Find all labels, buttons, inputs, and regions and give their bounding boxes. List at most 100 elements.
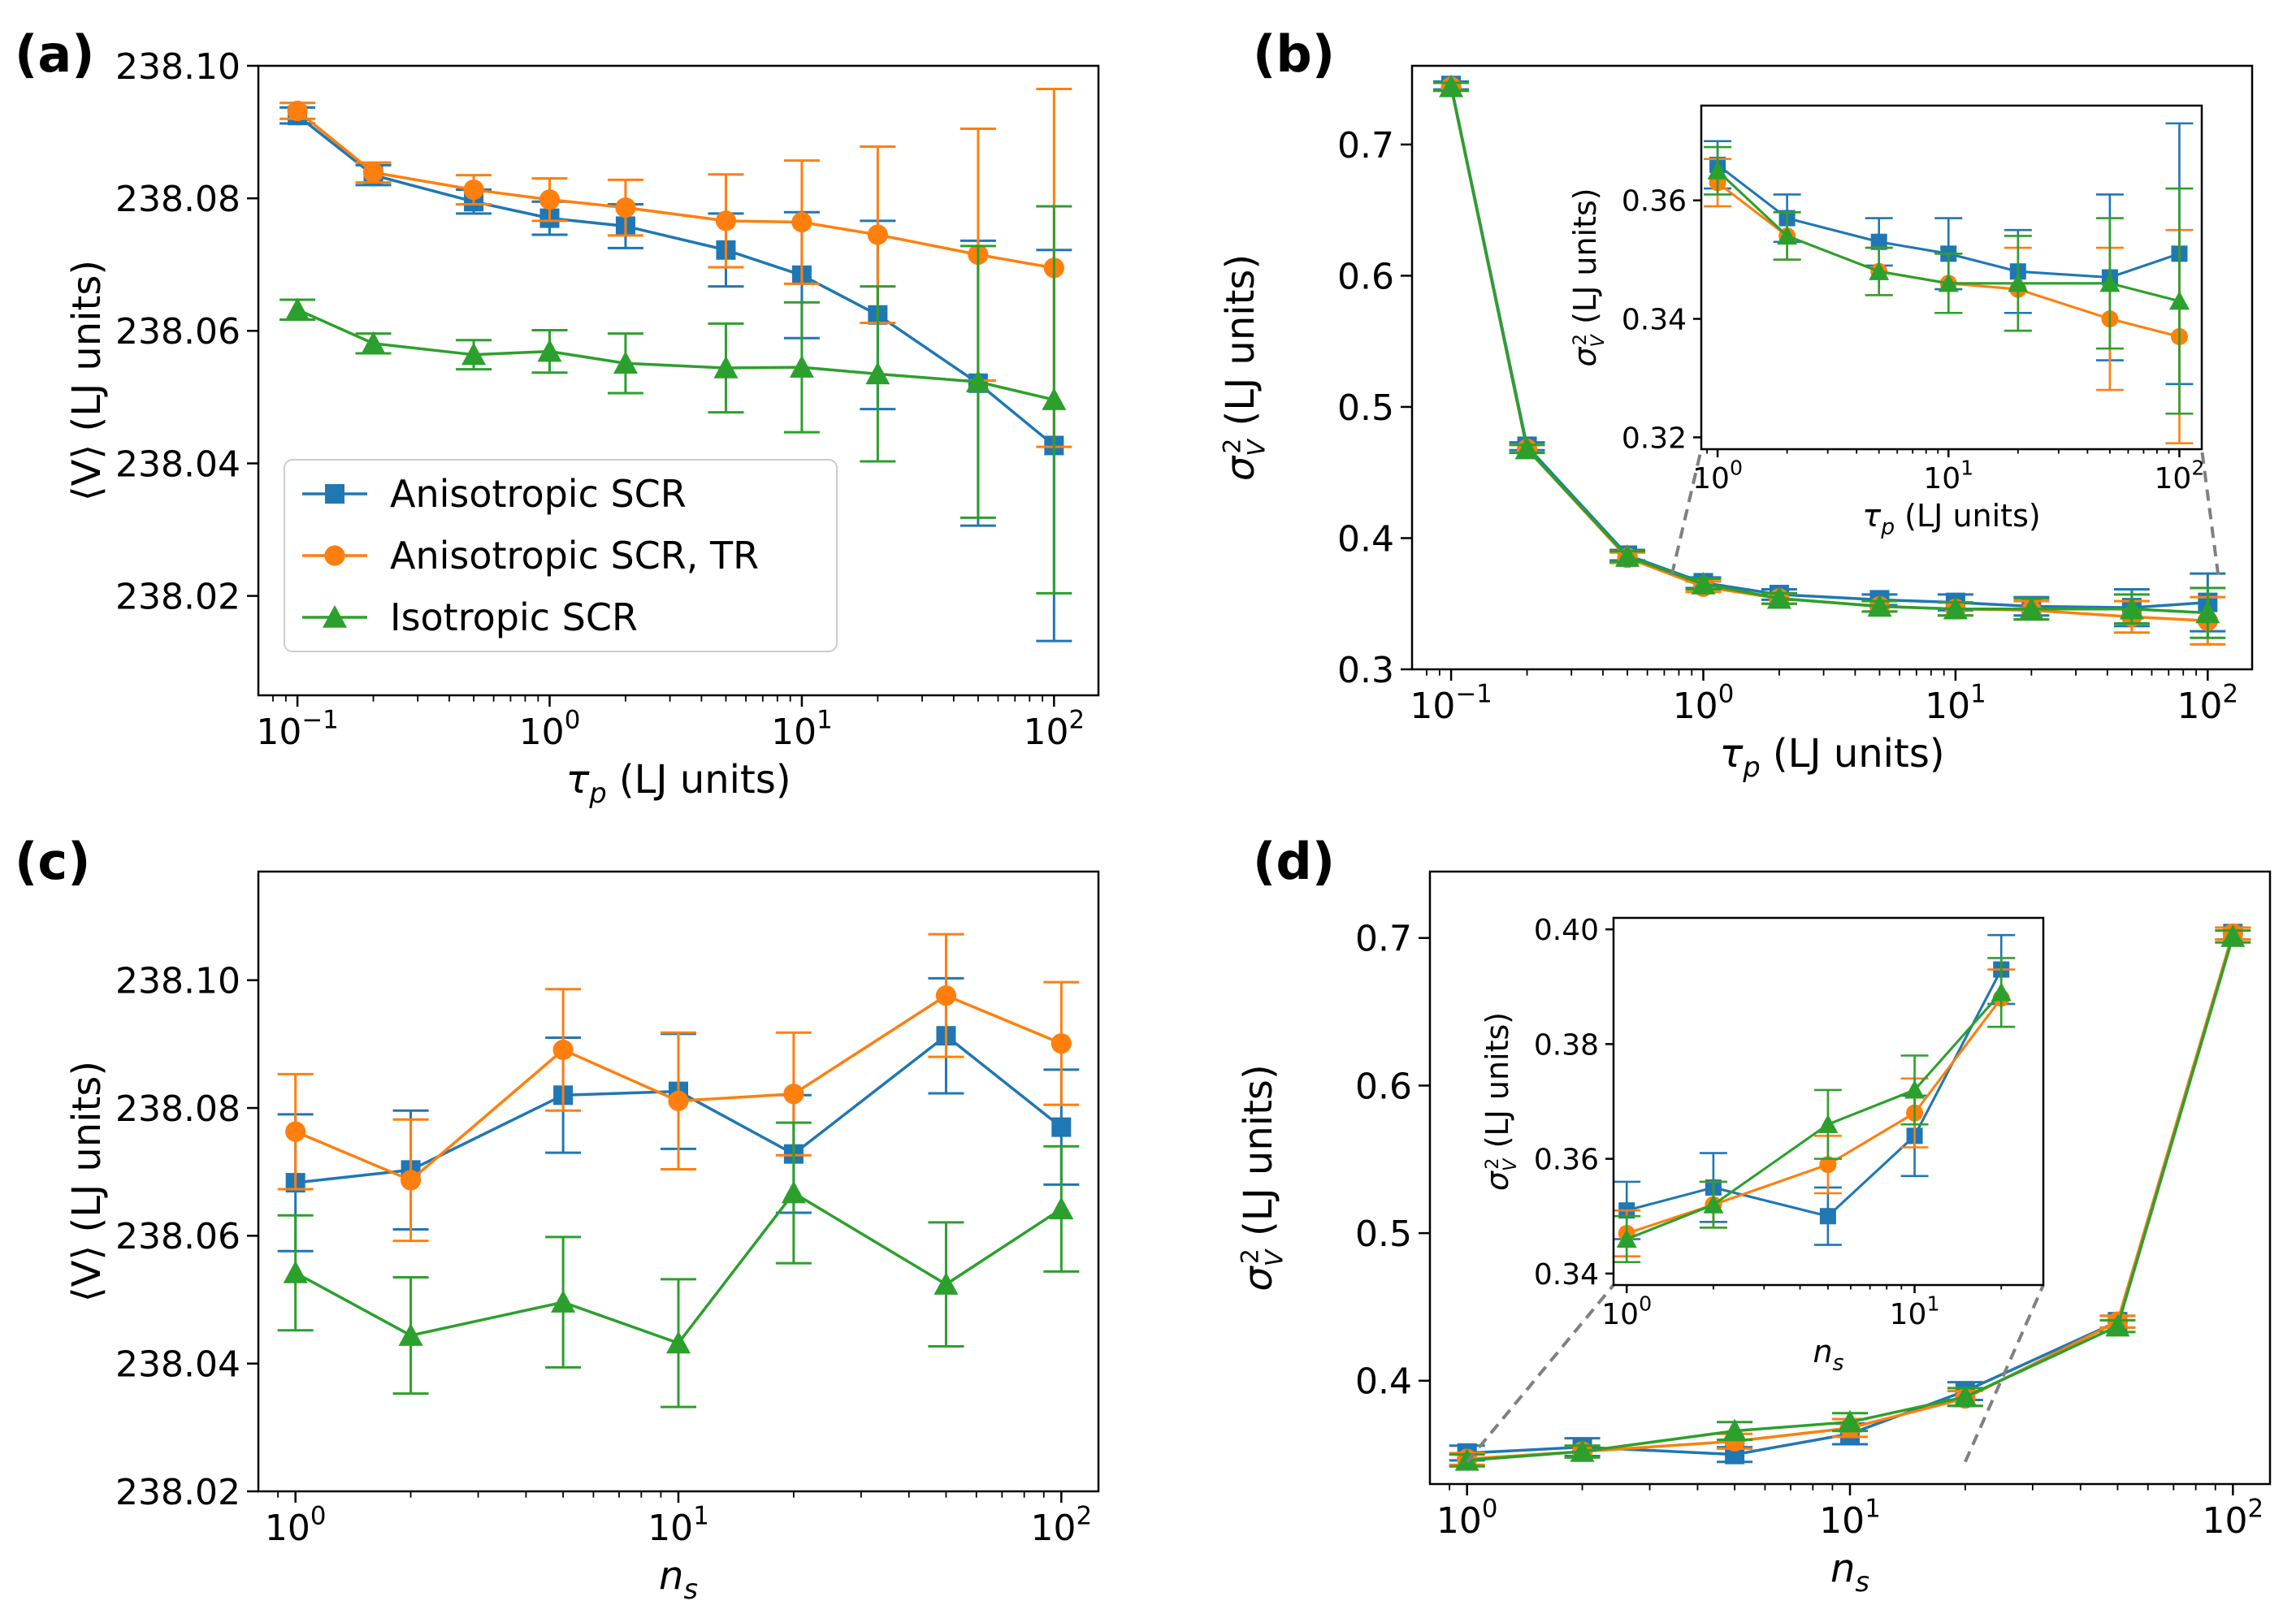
x-tick-label: 100 (1692, 457, 1743, 495)
inset-guide-left (1466, 1283, 1615, 1464)
data-point-triangle (1722, 1418, 1748, 1442)
x-tick-base: 10 (256, 712, 301, 753)
y-tick-label: 0.5 (1337, 387, 1394, 429)
y-label-superscript: 2 (1237, 1248, 1265, 1264)
data-point-triangle (666, 1331, 691, 1354)
x-label-subscript: s (1833, 1351, 1844, 1376)
y-label-units: (LJ units) (1236, 1064, 1281, 1248)
y-axis-label: σV2 (LJ units) (1479, 1012, 1521, 1191)
y-tick-label: 0.36 (1534, 1144, 1599, 1177)
data-point-circle (400, 1170, 422, 1191)
data-point-triangle (1042, 387, 1067, 410)
legend-box (284, 459, 838, 652)
x-tick-base: 10 (1410, 686, 1455, 727)
y-tick-label: 0.32 (1622, 422, 1687, 455)
x-tick-label: 100 (265, 1501, 327, 1549)
panel-a: (a)10−1 100 101 102238.02238.04238.06238.08… (15, 24, 1100, 809)
y-label-symbol: σ (1479, 1170, 1515, 1191)
x-tick-base: 10 (519, 712, 565, 753)
data-point-triangle (1867, 594, 1892, 617)
x-tick-base: 10 (1601, 1298, 1639, 1331)
y-tick-label: 0.7 (1337, 125, 1394, 167)
data-point-triangle (2220, 924, 2246, 947)
x-tick-exponent: 0 (565, 705, 581, 734)
legend: Anisotropic SCR Anisotropic SCR, TR Isotro… (284, 459, 838, 652)
data-point-triangle (965, 370, 990, 392)
x-tick-label: 102 (1031, 1501, 1093, 1549)
panel-label: (b) (1253, 24, 1335, 84)
x-tick-base: 10 (1673, 686, 1718, 727)
x-tick-exponent: 1 (817, 705, 833, 734)
x-tick-exponent: 2 (1077, 1501, 1093, 1530)
y-label-units: (LJ units) (1479, 1012, 1515, 1158)
x-tick-base: 10 (2155, 462, 2192, 495)
data-point-triangle (713, 356, 739, 379)
data-point-triangle (283, 1260, 308, 1283)
x-tick-label: 101 (648, 1501, 709, 1549)
legend-marker-triangle (323, 605, 347, 628)
x-tick-label: 100 (1436, 1494, 1498, 1542)
x-tick-base: 10 (1890, 1298, 1927, 1331)
x-tick-exponent: 0 (1639, 1292, 1652, 1316)
x-tick-label: 102 (2203, 1494, 2264, 1542)
x-tick-exponent: 1 (1960, 457, 1973, 480)
data-point-triangle (1904, 1080, 1926, 1099)
y-label-subscript: V (1260, 1248, 1289, 1266)
x-tick-base: 10 (1923, 462, 1960, 495)
x-tick-label: 101 (1819, 1494, 1881, 1542)
y-label-units: (LJ units) (64, 260, 110, 444)
x-tick-base: 10 (1024, 712, 1069, 753)
data-point-circle (783, 1084, 804, 1105)
x-label-symbol: τ (1719, 731, 1744, 777)
x-tick-exponent: 0 (1482, 1494, 1498, 1523)
y-axis-label: σV2 (LJ units) (1567, 188, 1609, 366)
data-point-triangle (781, 1180, 806, 1204)
x-tick-base: 10 (1819, 1500, 1865, 1542)
x-tick-label: 102 (1024, 705, 1085, 753)
data-point-circle (362, 162, 384, 183)
data-point-triangle (1943, 596, 1968, 620)
data-point-square (1819, 1208, 1836, 1225)
y-axis-label: σV2 (LJ units) (1218, 254, 1271, 481)
data-point-triangle (1991, 982, 2012, 1002)
series-line (296, 110, 1055, 270)
x-tick-base: 10 (2203, 1500, 2248, 1542)
x-tick-label: 100 (1601, 1292, 1652, 1331)
y-tick-label: 0.34 (1622, 304, 1687, 337)
data-point-square (1051, 1117, 1072, 1137)
data-point-triangle (1817, 1114, 1839, 1133)
legend-marker-circle (324, 545, 345, 566)
data-point-triangle (2119, 596, 2144, 620)
data-point-triangle (2168, 291, 2190, 310)
y-tick-label: 0.38 (1534, 1028, 1599, 1062)
y-tick-label: 0.34 (1534, 1258, 1599, 1292)
data-point-triangle (1777, 225, 1798, 245)
data-point-triangle (398, 1323, 423, 1346)
x-axis-label: τp (LJ units) (1719, 731, 1944, 783)
series-line (297, 308, 1055, 401)
data-point-triangle (1707, 160, 1728, 180)
y-tick-label: 0.36 (1622, 185, 1687, 219)
y-tick-label: 0.3 (1337, 650, 1394, 691)
legend-marker-square (325, 484, 344, 504)
data-point-triangle (361, 331, 386, 354)
panel-label: (d) (1253, 832, 1335, 891)
inset-guide-right (1964, 1284, 2045, 1463)
x-tick-base: 10 (1436, 1500, 1482, 1542)
data-point-circle (715, 210, 737, 231)
y-label-subscript: V (1588, 334, 1609, 348)
data-point-triangle (1615, 544, 1640, 567)
x-label-subscript: p (588, 777, 606, 809)
x-tick-base: 10 (265, 1508, 310, 1549)
y-label-symbol: σ (1218, 455, 1263, 481)
y-tick-label: 0.5 (1355, 1214, 1412, 1255)
x-label-subscript: s (683, 1573, 698, 1601)
data-point-triangle (1952, 1384, 1978, 1408)
x-tick-base: 10 (1925, 686, 1970, 727)
inset-guide-left (1670, 448, 1703, 576)
y-label-units: (LJ units) (1218, 254, 1263, 439)
x-tick-exponent: 2 (2248, 1494, 2264, 1523)
